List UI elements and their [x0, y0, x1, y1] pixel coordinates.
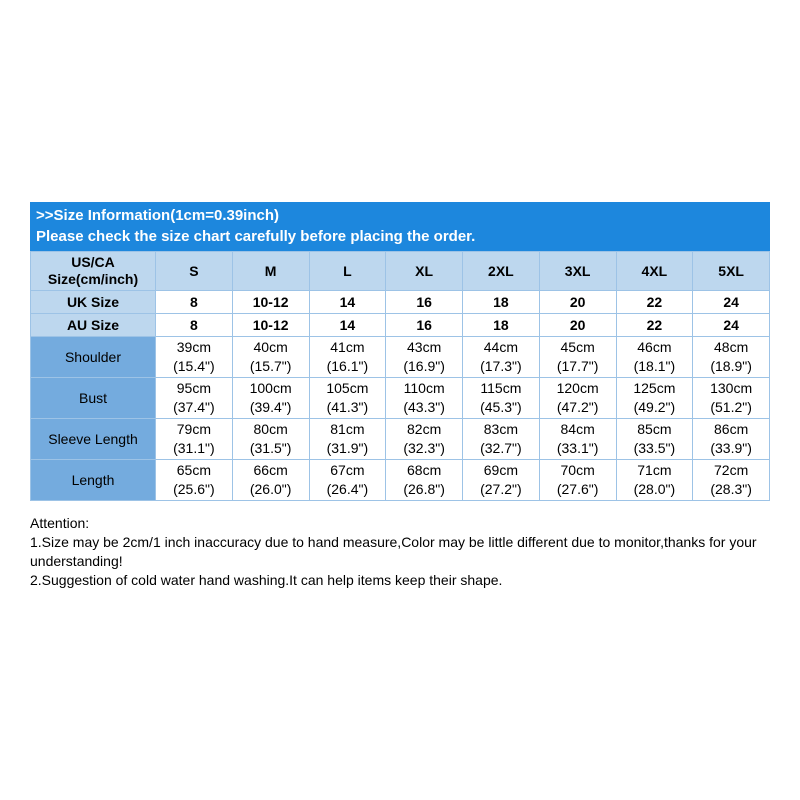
attention-item-1: 1.Size may be 2cm/1 inch inaccuracy due …	[30, 534, 757, 569]
size-col-2xl: 2XL	[462, 251, 540, 291]
attention-item-2: 2.Suggestion of cold water hand washing.…	[30, 572, 503, 588]
banner-line-1: >>Size Information(1cm=0.39inch)	[36, 207, 279, 224]
table-cell: 39cm (15.4")	[155, 336, 233, 378]
table-cell: 95cm (37.4")	[155, 377, 233, 419]
size-col-s: S	[155, 251, 233, 291]
table-cell: 16	[385, 313, 463, 337]
attention-section: Attention: 1.Size may be 2cm/1 inch inac…	[30, 514, 770, 590]
attention-title: Attention:	[30, 515, 90, 531]
table-cell: 14	[308, 313, 387, 337]
size-col-5xl: 5XL	[692, 251, 770, 291]
table-cell: 80cm (31.5")	[231, 418, 310, 460]
au-size-row: AU Size 8 10-12 14 16 18 20 22 24	[30, 313, 770, 337]
table-cell: 70cm (27.6")	[538, 459, 617, 501]
table-cell: 125cm (49.2")	[615, 377, 694, 419]
table-cell: 44cm (17.3")	[462, 336, 540, 378]
table-cell: 48cm (18.9")	[692, 336, 770, 378]
table-cell: 120cm (47.2")	[538, 377, 617, 419]
table-cell: 85cm (33.5")	[615, 418, 694, 460]
table-cell: 115cm (45.3")	[462, 377, 540, 419]
bust-row: Bust 95cm (37.4") 100cm (39.4") 105cm (4…	[30, 377, 770, 419]
banner-line-2: Please check the size chart carefully be…	[36, 228, 476, 245]
sleeve-length-row: Sleeve Length 79cm (31.1") 80cm (31.5") …	[30, 418, 770, 460]
table-cell: 105cm (41.3")	[308, 377, 387, 419]
table-cell: 22	[615, 313, 694, 337]
table-cell: 84cm (33.1")	[538, 418, 617, 460]
table-cell: 8	[155, 290, 233, 314]
table-cell: 67cm (26.4")	[308, 459, 387, 501]
table-cell: 68cm (26.8")	[385, 459, 463, 501]
table-cell: 22	[615, 290, 694, 314]
row-label-bust: Bust	[30, 377, 156, 419]
row-label-au-size: AU Size	[30, 313, 156, 337]
table-cell: 43cm (16.9")	[385, 336, 463, 378]
size-col-4xl: 4XL	[615, 251, 694, 291]
table-cell: 100cm (39.4")	[231, 377, 310, 419]
table-cell: 24	[692, 290, 770, 314]
size-chart-table: US/CA Size(cm/inch) S M L XL 2XL 3XL 4XL…	[30, 251, 770, 501]
size-col-m: M	[231, 251, 310, 291]
uk-size-row: UK Size 8 10-12 14 16 18 20 22 24	[30, 290, 770, 314]
shoulder-row: Shoulder 39cm (15.4") 40cm (15.7") 41cm …	[30, 336, 770, 378]
table-cell: 41cm (16.1")	[308, 336, 387, 378]
table-header-row: US/CA Size(cm/inch) S M L XL 2XL 3XL 4XL…	[30, 251, 770, 291]
table-cell: 66cm (26.0")	[231, 459, 310, 501]
table-cell: 130cm (51.2")	[692, 377, 770, 419]
table-cell: 45cm (17.7")	[538, 336, 617, 378]
table-cell: 24	[692, 313, 770, 337]
size-col-l: L	[308, 251, 387, 291]
table-cell: 10-12	[231, 290, 310, 314]
table-cell: 14	[308, 290, 387, 314]
size-info-banner: >>Size Information(1cm=0.39inch) Please …	[30, 202, 770, 251]
row-label-shoulder: Shoulder	[30, 336, 156, 378]
row-label-length: Length	[30, 459, 156, 501]
size-col-3xl: 3XL	[538, 251, 617, 291]
table-cell: 46cm (18.1")	[615, 336, 694, 378]
table-cell: 86cm (33.9")	[692, 418, 770, 460]
size-col-xl: XL	[385, 251, 463, 291]
row-label-uk-size: UK Size	[30, 290, 156, 314]
table-cell: 18	[462, 290, 540, 314]
table-cell: 18	[462, 313, 540, 337]
table-cell: 20	[538, 313, 617, 337]
table-cell: 40cm (15.7")	[231, 336, 310, 378]
table-cell: 10-12	[231, 313, 310, 337]
table-cell: 20	[538, 290, 617, 314]
table-cell: 83cm (32.7")	[462, 418, 540, 460]
table-cell: 65cm (25.6")	[155, 459, 233, 501]
table-cell: 79cm (31.1")	[155, 418, 233, 460]
table-cell: 82cm (32.3")	[385, 418, 463, 460]
length-row: Length 65cm (25.6") 66cm (26.0") 67cm (2…	[30, 459, 770, 501]
size-system-header: US/CA Size(cm/inch)	[30, 251, 156, 291]
row-label-sleeve-length: Sleeve Length	[30, 418, 156, 460]
table-cell: 8	[155, 313, 233, 337]
table-cell: 72cm (28.3")	[692, 459, 770, 501]
table-cell: 81cm (31.9")	[308, 418, 387, 460]
table-cell: 71cm (28.0")	[615, 459, 694, 501]
size-chart-page: >>Size Information(1cm=0.39inch) Please …	[30, 0, 770, 590]
table-cell: 16	[385, 290, 463, 314]
table-cell: 69cm (27.2")	[462, 459, 540, 501]
table-cell: 110cm (43.3")	[385, 377, 463, 419]
